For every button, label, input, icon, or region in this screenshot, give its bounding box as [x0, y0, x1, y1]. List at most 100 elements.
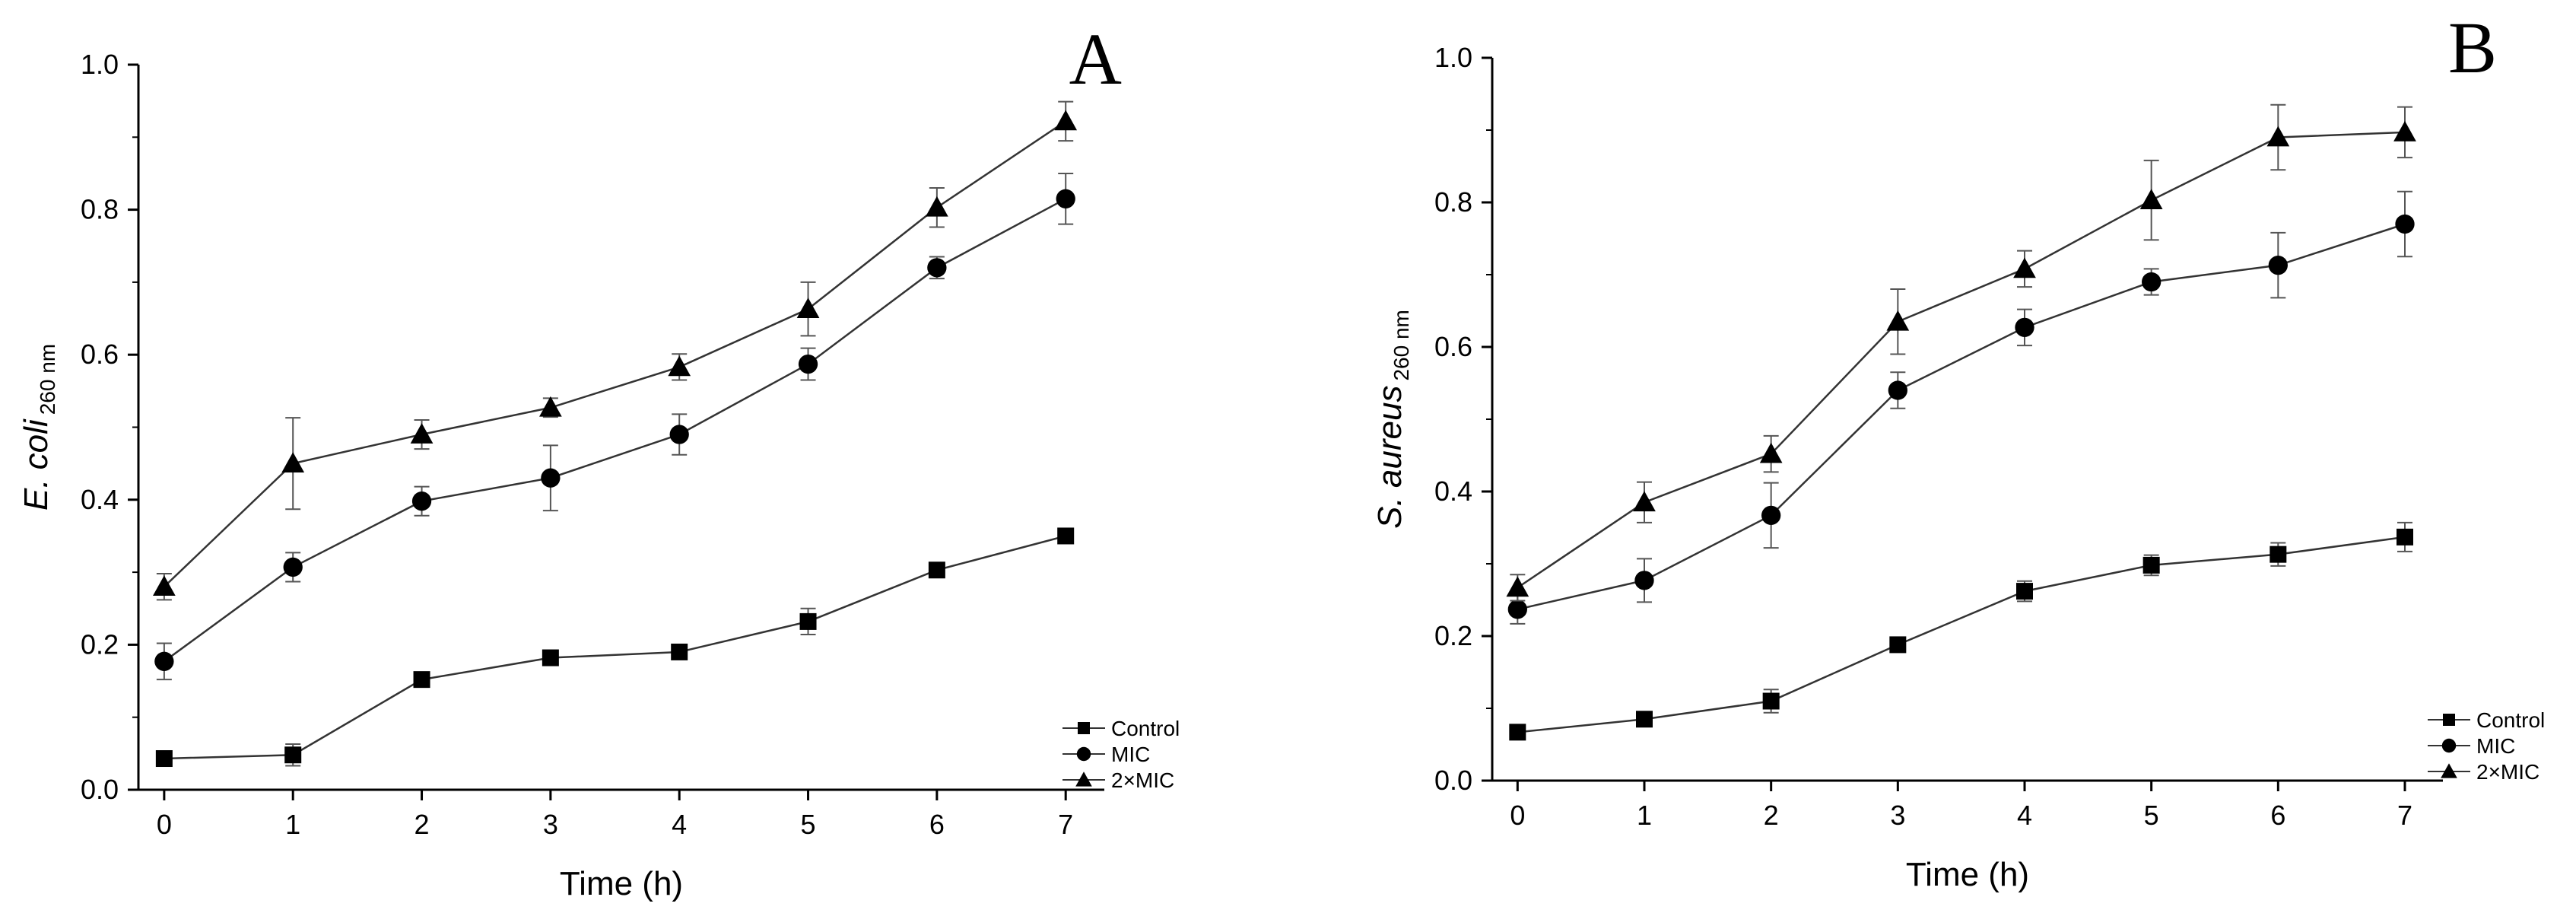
y-tick-label: 0.2	[1434, 620, 1472, 651]
data-point	[928, 561, 945, 579]
y-axis-title-main: S. aureus	[1371, 386, 1409, 529]
series-line	[164, 535, 1066, 760]
data-point	[542, 649, 559, 666]
data-point	[1507, 600, 1527, 619]
series-line	[164, 120, 1066, 588]
data-point	[2268, 256, 2288, 275]
data-point	[1057, 527, 1075, 545]
y-axis-title: E. coli 260 nm	[17, 344, 59, 511]
data-point	[1506, 576, 1529, 597]
x-tick-label: 6	[929, 809, 945, 840]
series-square	[155, 527, 1075, 768]
x-axis-title: Time (h)	[560, 865, 683, 902]
y-axis-title: S. aureus 260 nm	[1371, 310, 1413, 529]
legend-marker	[1076, 746, 1091, 762]
data-point	[2142, 556, 2160, 574]
x-tick-label: 5	[801, 809, 816, 840]
data-point	[155, 750, 173, 768]
y-tick-label: 0.4	[81, 484, 119, 515]
x-tick-label: 1	[1637, 800, 1652, 831]
data-point	[281, 452, 305, 473]
x-tick-label: 5	[2144, 800, 2159, 831]
legend-label: MIC	[1111, 743, 1150, 766]
data-point	[2397, 528, 2413, 546]
legend-marker	[2443, 714, 2455, 726]
legend-label: 2×MIC	[1111, 768, 1174, 792]
series-line	[1517, 223, 2406, 611]
data-point	[284, 746, 302, 764]
y-axis-title-subscript: 260 nm	[36, 344, 59, 415]
data-point	[154, 651, 174, 671]
data-point	[153, 575, 176, 596]
x-tick-label: 7	[1058, 809, 1073, 840]
data-point	[283, 557, 303, 577]
data-point	[1761, 505, 1781, 525]
x-tick-label: 3	[1890, 800, 1905, 831]
series-triangle	[153, 100, 1078, 601]
data-point	[927, 258, 947, 278]
data-point	[2139, 189, 2163, 210]
data-point	[1054, 110, 1078, 131]
y-tick-label: 0.6	[81, 339, 119, 370]
data-point	[668, 355, 691, 377]
x-tick-label: 4	[2017, 800, 2032, 831]
data-point	[2395, 214, 2415, 234]
y-tick-label: 1.0	[1434, 42, 1472, 73]
legend-label: MIC	[2476, 734, 2515, 758]
series-line	[1517, 131, 2406, 589]
data-point	[669, 425, 689, 444]
series-circle	[154, 172, 1075, 681]
data-point	[2269, 546, 2287, 563]
x-tick-label: 7	[2397, 800, 2412, 831]
data-point	[410, 423, 434, 444]
data-point	[1634, 571, 1654, 590]
data-point	[799, 612, 817, 630]
legend-label: Control	[2476, 708, 2545, 732]
y-tick-label: 0.8	[81, 194, 119, 225]
y-tick-label: 0.4	[1434, 476, 1472, 507]
chart-panel-b: B 0.0 0.2 0.4 0.6 0.8 1.0 0 1 2 3 4 5 6 7 Time (h) S. au…	[1371, 7, 2545, 893]
data-point	[1636, 711, 1653, 728]
y-axis-title-main: E. coli	[17, 418, 55, 511]
x-tick-label: 4	[672, 809, 687, 840]
x-tick-label: 1	[285, 809, 300, 840]
series-line	[164, 198, 1066, 663]
data-point	[796, 297, 820, 319]
data-point	[539, 396, 562, 417]
panel-letter: A	[1069, 18, 1122, 100]
y-axis-title-subscript: 260 nm	[1390, 310, 1413, 380]
x-axis-title: Time (h)	[1906, 856, 2029, 893]
y-tick-label: 0.8	[1434, 186, 1472, 218]
data-point	[1509, 724, 1526, 741]
legend-label: Control	[1111, 717, 1180, 740]
data-point	[1886, 310, 1910, 331]
data-point	[1633, 491, 1656, 512]
data-point	[413, 671, 430, 689]
data-point	[2142, 272, 2161, 292]
data-point	[2266, 126, 2290, 147]
legend-label: 2×MIC	[2476, 760, 2539, 784]
data-point	[2015, 317, 2034, 337]
x-tick-label: 0	[157, 809, 172, 840]
x-tick-label: 6	[2270, 800, 2285, 831]
data-point	[2393, 121, 2416, 142]
data-point	[671, 643, 688, 660]
data-point	[1759, 442, 1783, 463]
data-point	[411, 491, 432, 511]
y-tick-label: 0.0	[1434, 765, 1472, 796]
data-point	[2013, 257, 2036, 278]
y-tick-label: 0.0	[81, 774, 119, 805]
legend-marker	[1075, 771, 1092, 787]
data-point	[1888, 380, 1907, 400]
data-point	[1056, 189, 1075, 208]
x-tick-label: 3	[543, 809, 558, 840]
legend-marker	[1078, 722, 1090, 734]
legend-marker	[2441, 763, 2457, 778]
panel-letter: B	[2448, 7, 2497, 88]
series-line	[1517, 536, 2406, 733]
x-tick-label: 2	[1764, 800, 1779, 831]
x-tick-label: 2	[415, 809, 430, 840]
